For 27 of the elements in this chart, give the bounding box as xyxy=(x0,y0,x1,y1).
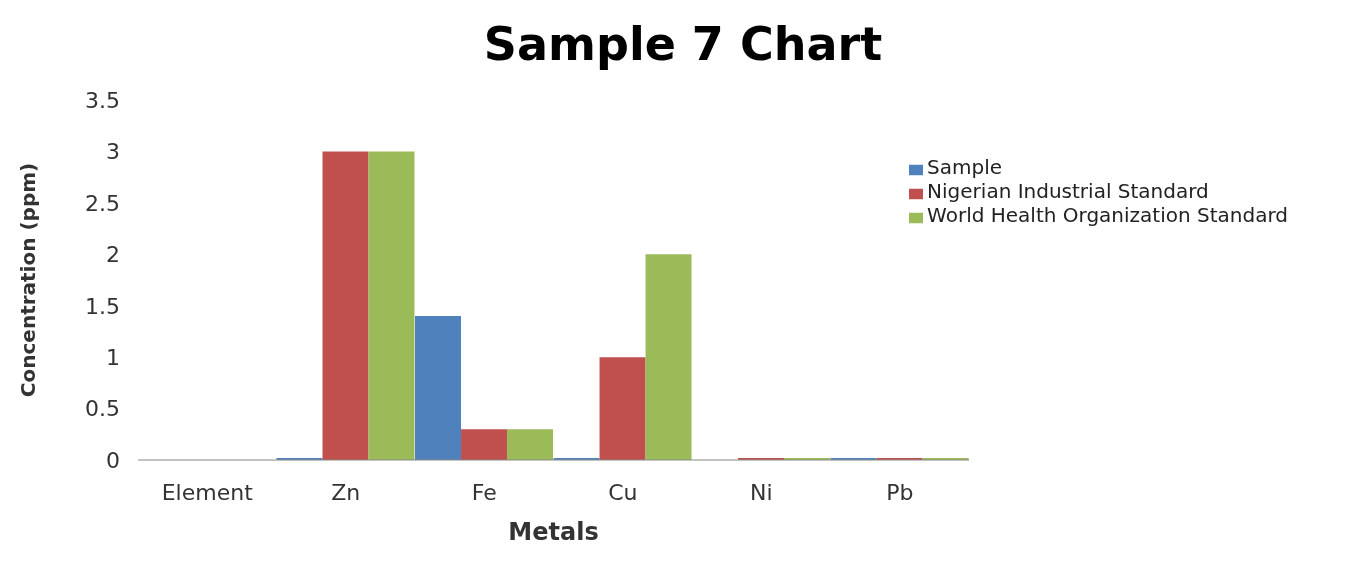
x-tick-label: Pb xyxy=(886,479,914,505)
bar xyxy=(507,429,554,460)
y-tick-label: 3 xyxy=(106,139,120,165)
legend-label: Sample xyxy=(927,155,1003,179)
bar xyxy=(368,151,415,460)
y-tick-label: 1 xyxy=(106,344,120,370)
bar xyxy=(322,151,369,460)
legend-label: World Health Organization Standard xyxy=(927,203,1288,227)
y-tick-label: 2.5 xyxy=(85,190,120,216)
x-tick-label: Cu xyxy=(608,479,638,505)
chart-title: Sample 7 Chart xyxy=(482,16,884,73)
y-tick-label: 3.5 xyxy=(85,87,120,113)
x-tick-label: Zn xyxy=(331,479,361,505)
bar xyxy=(415,316,462,460)
x-tick-label: Ni xyxy=(750,479,773,505)
y-axis-title: Concentration (ppm) xyxy=(16,162,41,398)
y-tick-label: 0 xyxy=(106,447,120,473)
legend-label: Nigerian Industrial Standard xyxy=(927,179,1209,203)
y-tick-label: 2 xyxy=(106,242,120,268)
x-tick-label: Fe xyxy=(471,479,497,505)
y-tick-label: 0.5 xyxy=(85,396,120,422)
x-axis-title: Metals xyxy=(508,518,599,546)
x-tick-label: Element xyxy=(161,479,254,505)
bar xyxy=(645,254,692,460)
y-tick-label: 1.5 xyxy=(85,293,120,319)
bar xyxy=(599,357,646,460)
bar xyxy=(461,429,508,460)
